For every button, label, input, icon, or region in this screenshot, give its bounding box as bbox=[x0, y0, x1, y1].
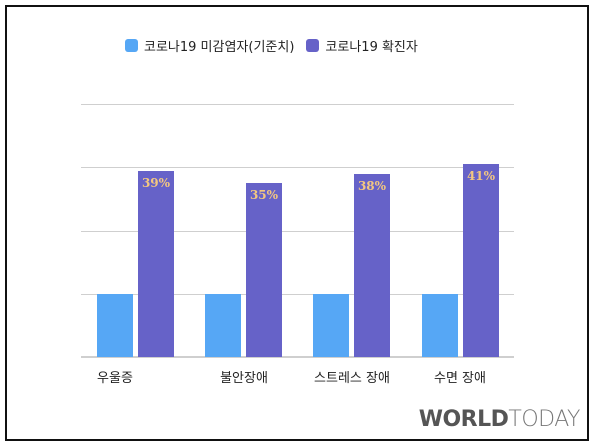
legend-label-baseline: 코로나19 미감염자(기준치) bbox=[144, 40, 295, 55]
gridline bbox=[81, 167, 514, 168]
x-axis-baseline bbox=[81, 356, 514, 358]
bar-confirmed: 39% bbox=[138, 171, 174, 357]
bar-baseline bbox=[205, 294, 241, 357]
bar-value-label: 41% bbox=[466, 169, 496, 183]
bar-confirmed: 41% bbox=[463, 164, 499, 357]
gridline bbox=[81, 231, 514, 232]
category-label: 스트레스 장애 bbox=[314, 371, 390, 386]
gridline bbox=[81, 104, 514, 105]
bar-value-label: 39% bbox=[141, 176, 171, 190]
logo-light: TODAY bbox=[508, 407, 580, 432]
legend-item-baseline: 코로나19 미감염자(기준치) bbox=[125, 36, 294, 55]
legend-swatch-confirmed bbox=[306, 39, 320, 52]
category-label: 불안장애 bbox=[220, 371, 268, 386]
bar-confirmed: 38% bbox=[354, 174, 390, 357]
bar-value-label: 35% bbox=[249, 188, 279, 202]
bar-confirmed: 35% bbox=[246, 183, 282, 357]
gridline bbox=[81, 294, 514, 295]
bar-baseline bbox=[97, 294, 133, 357]
legend-item-confirmed: 코로나19 확진자 bbox=[306, 36, 418, 55]
bar-value-label: 38% bbox=[357, 179, 387, 193]
legend-swatch-baseline bbox=[125, 39, 138, 52]
legend-label-confirmed: 코로나19 확진자 bbox=[325, 40, 418, 55]
logo-bold: WORLD bbox=[418, 407, 509, 432]
category-label: 수면 장애 bbox=[434, 371, 486, 386]
worldtoday-logo: WORLDTODAY bbox=[418, 407, 581, 432]
category-label: 우울증 bbox=[97, 371, 133, 386]
bar-baseline bbox=[313, 294, 349, 357]
bar-baseline bbox=[422, 294, 458, 357]
legend: 코로나19 미감염자(기준치) 코로나19 확진자 bbox=[125, 36, 430, 55]
